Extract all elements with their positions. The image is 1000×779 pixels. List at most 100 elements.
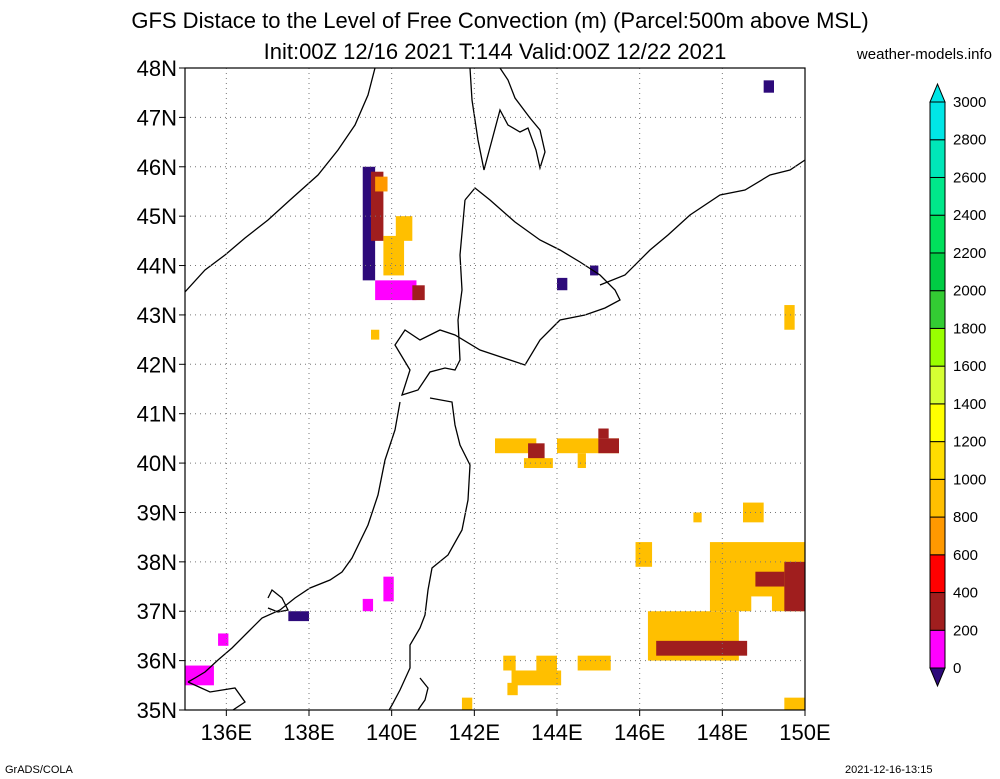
colorbar-label: 1600 <box>953 358 986 375</box>
field-cell <box>598 428 609 439</box>
colorbar-box <box>929 290 946 329</box>
colorbar-label: 1000 <box>953 471 986 488</box>
field-cell <box>288 611 309 622</box>
field-cell <box>693 512 702 523</box>
colorbar-label: 3000 <box>953 94 986 111</box>
field-cell <box>536 655 557 671</box>
field-cell <box>395 216 413 241</box>
field-cell <box>503 655 516 671</box>
colorbar-box <box>929 139 946 178</box>
colorbar-box <box>929 365 946 405</box>
colorbar-box <box>929 554 946 594</box>
field-cell <box>557 277 568 291</box>
coastline-honshu-east <box>388 397 471 710</box>
lat-tick-label: 44N <box>137 254 177 279</box>
colorbar-box <box>929 214 946 254</box>
colorbar-label: 2400 <box>953 207 986 224</box>
lon-axis: 136E 138E 140E 142E 144E 146E 148E 150E <box>201 710 831 745</box>
colorbar-min-arrow <box>929 667 946 688</box>
colorbar: 0 200 400 600 800 1000 1200 1400 1600 1800 2000 220… <box>929 82 986 688</box>
field-cell <box>375 280 417 301</box>
lon-tick-label: 146E <box>614 720 665 745</box>
coastline-sakhalin <box>469 68 546 171</box>
lat-tick-label: 39N <box>137 500 177 525</box>
field-cell <box>763 80 774 93</box>
colorbar-label: 1800 <box>953 320 986 337</box>
field-cell <box>375 176 388 192</box>
map-frame <box>184 67 806 711</box>
field-cell <box>784 697 805 710</box>
lon-tick-label: 138E <box>283 720 334 745</box>
colorbar-label: 1200 <box>953 434 986 451</box>
colorbar-box <box>929 403 946 443</box>
field-cell <box>383 235 405 276</box>
field-cell <box>362 598 374 612</box>
lat-tick-label: 42N <box>137 352 177 377</box>
colorbar-box <box>929 176 946 216</box>
field-cell <box>371 329 380 340</box>
credit-text: weather-models.info <box>856 46 992 63</box>
field-layer <box>185 80 805 710</box>
colorbar-label: 2000 <box>953 283 986 300</box>
colorbar-box <box>929 327 946 367</box>
lon-tick-label: 142E <box>449 720 500 745</box>
lat-tick-label: 40N <box>137 451 177 476</box>
colorbar-label: 2200 <box>953 245 986 262</box>
colorbar-box <box>929 252 946 292</box>
field-cell <box>523 458 553 469</box>
field-cell <box>743 502 764 523</box>
field-cell <box>755 571 785 587</box>
lat-tick-label: 37N <box>137 599 177 624</box>
lat-tick-label: 46N <box>137 155 177 180</box>
footer-software: GrADS/COLA <box>5 764 73 776</box>
colorbar-label: 2800 <box>953 132 986 149</box>
colorbar-box <box>929 101 946 141</box>
coastline-noto <box>267 588 289 613</box>
grid-layer <box>185 68 805 710</box>
lon-tick-label: 140E <box>366 720 417 745</box>
colorbar-label: 600 <box>953 547 978 564</box>
coastline-kurils <box>599 159 805 286</box>
coastline-boso <box>417 677 429 710</box>
lon-tick-label: 144E <box>531 720 582 745</box>
field-cell <box>656 640 748 656</box>
lat-tick-label: 43N <box>137 303 177 328</box>
lon-tick-label: 150E <box>779 720 830 745</box>
coastline-kyushu-side <box>187 681 246 710</box>
footer-timestamp: 2021-12-16-13:15 <box>845 764 933 776</box>
lat-tick-label: 47N <box>137 105 177 130</box>
lat-tick-label: 41N <box>137 402 177 427</box>
colorbar-label: 400 <box>953 585 978 602</box>
field-cell <box>784 305 795 330</box>
map-title: GFS Distace to the Level of Free Convect… <box>131 8 869 33</box>
colorbar-box <box>929 516 946 556</box>
colorbar-max-arrow <box>929 82 946 103</box>
colorbar-label: 800 <box>953 509 978 526</box>
lat-tick-label: 38N <box>137 550 177 575</box>
field-cell <box>218 633 229 646</box>
field-cell <box>495 438 537 454</box>
lat-tick-label: 35N <box>137 698 177 723</box>
field-cell <box>383 576 394 602</box>
field-cell <box>412 285 425 301</box>
colorbar-box <box>929 441 946 480</box>
colorbar-label: 0 <box>953 660 961 677</box>
coastline-layer <box>185 68 805 710</box>
colorbar-label: 2600 <box>953 169 986 186</box>
field-cell <box>635 542 653 567</box>
lat-axis: 35N 36N 37N 38N 39N 40N 41N 42N 43N 44N 45N 46N 47N 4… <box>137 56 185 723</box>
field-cell <box>577 453 586 469</box>
field-cell <box>507 682 518 696</box>
field-cell <box>751 596 772 627</box>
field-cell <box>598 438 619 454</box>
colorbar-label: 1400 <box>953 396 986 413</box>
field-cell <box>461 697 473 710</box>
lat-tick-label: 36N <box>137 649 177 674</box>
lat-tick-label: 48N <box>137 56 177 81</box>
coastline-hokkaido <box>394 187 621 396</box>
field-cell <box>511 670 562 686</box>
colorbar-label: 200 <box>953 622 978 639</box>
colorbar-box <box>929 629 946 669</box>
field-cell <box>784 561 805 612</box>
